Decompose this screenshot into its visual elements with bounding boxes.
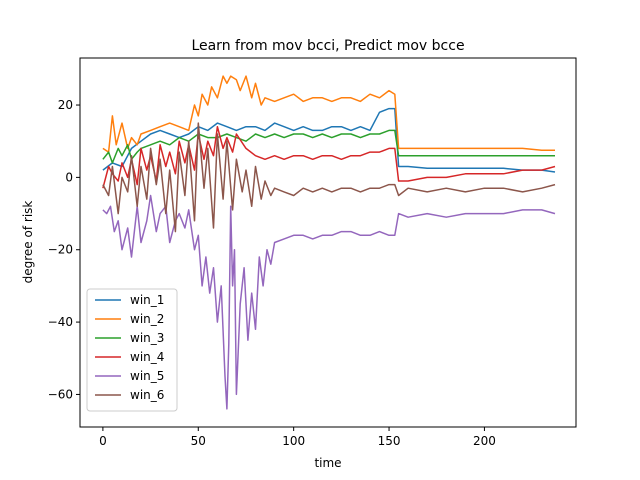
- legend: win_1 win_2 win_3 win_4 win_5 win_6: [86, 288, 178, 412]
- y-tick-label: −40: [48, 315, 73, 329]
- series-line-win_4: [102, 125, 556, 189]
- series-line-win_1: [102, 107, 556, 173]
- x-axis: 0 50 100 150 200: [99, 427, 496, 448]
- x-axis-label: time: [314, 456, 341, 470]
- x-tick-label: 200: [473, 434, 496, 448]
- x-tick-label: 50: [191, 434, 206, 448]
- legend-label-win_3: win_3: [130, 331, 164, 345]
- x-tick-label: 150: [378, 434, 401, 448]
- y-tick-label: −20: [48, 243, 73, 257]
- y-axis: −60 −40 −20 0 20: [48, 98, 80, 401]
- x-tick-label: 100: [282, 434, 305, 448]
- legend-label-win_4: win_4: [130, 350, 164, 364]
- series-line-win_5: [102, 194, 556, 410]
- y-tick-label: 20: [58, 98, 73, 112]
- series-line-win_2: [102, 75, 555, 153]
- legend-label-win_6: win_6: [130, 388, 164, 402]
- legend-label-win_2: win_2: [130, 312, 164, 326]
- legend-label-win_5: win_5: [130, 369, 164, 383]
- legend-label-win_1: win_1: [130, 293, 164, 307]
- x-tick-label: 0: [99, 434, 107, 448]
- series-line-win_3: [102, 129, 555, 164]
- chart-title: Learn from mov bcci, Predict mov bcce: [191, 38, 464, 54]
- series-line-win_6: [102, 122, 556, 233]
- y-axis-label: degree of risk: [21, 201, 35, 284]
- y-tick-label: 0: [65, 170, 73, 184]
- series-layer: [102, 75, 556, 410]
- y-tick-label: −60: [48, 387, 73, 401]
- plot-frame: [79, 57, 577, 428]
